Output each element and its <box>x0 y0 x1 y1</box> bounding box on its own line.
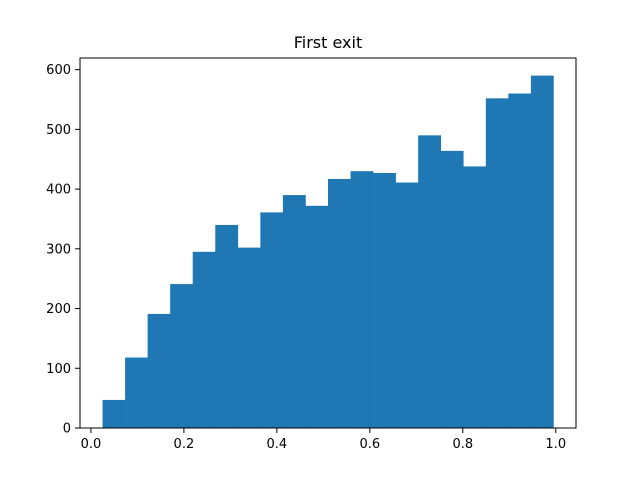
histogram-bar <box>147 313 171 428</box>
histogram-bar <box>215 224 239 428</box>
y-axis-ticks: 0 100 200 300 400 500 600 <box>46 63 80 437</box>
histogram-bar <box>350 171 374 428</box>
y-tick-label: 600 <box>46 63 71 78</box>
histogram-bar <box>418 135 442 428</box>
x-tick-label: 0.6 <box>359 437 380 452</box>
histogram-bar <box>282 195 306 428</box>
x-axis-ticks: 0.0 0.2 0.4 0.6 0.8 1.0 <box>81 428 566 452</box>
histogram-bar <box>508 93 532 429</box>
plot-frame <box>79 57 577 429</box>
x-tick-label: 0.2 <box>174 437 195 452</box>
histogram-bar <box>125 357 148 428</box>
histogram-bar <box>485 98 509 429</box>
histogram-bar <box>530 75 554 428</box>
histogram-bar <box>373 172 396 428</box>
histogram-bar <box>305 205 329 428</box>
y-tick-label: 500 <box>46 123 71 138</box>
x-tick-label: 0.4 <box>267 437 288 452</box>
y-tick-label: 400 <box>46 183 71 198</box>
histogram-bar <box>170 284 194 428</box>
y-tick-label: 200 <box>46 302 71 317</box>
x-tick-label: 0.0 <box>81 437 102 452</box>
y-tick-label: 300 <box>46 242 71 257</box>
bars-group <box>102 75 554 429</box>
x-tick-label: 1.0 <box>545 437 566 452</box>
histogram-bar <box>102 399 126 428</box>
histogram-bar <box>395 182 419 428</box>
histogram-bar <box>440 150 464 428</box>
chart-title: First exit <box>294 33 363 52</box>
histogram-bar <box>192 251 216 428</box>
x-tick-label: 0.8 <box>452 437 473 452</box>
histogram-bar <box>463 166 487 429</box>
histogram-bar <box>260 212 284 428</box>
y-tick-label: 100 <box>46 362 71 377</box>
y-tick-label: 0 <box>63 422 71 437</box>
histogram-bar <box>328 178 351 428</box>
histogram-bar <box>237 247 261 428</box>
